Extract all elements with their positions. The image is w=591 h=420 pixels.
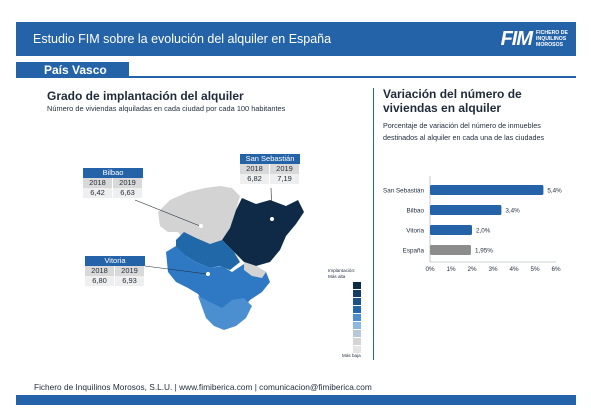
callout-year: 2019 [115,266,145,276]
connector-san-sebastian [270,187,273,219]
logo-line-1: FICHERO DE [536,30,568,36]
map-title: Grado de implantación del alquiler [47,89,244,103]
chart-category-label: Bilbao [406,208,424,215]
map-region-bizkaia-grey [158,186,240,246]
chart-title: Variación del número de viviendas en alq… [383,87,522,115]
chart-x-tick-label: 5% [530,266,540,273]
callout-city-name: Bilbao [83,168,143,178]
connector-bilbao [134,199,201,227]
callout-year: 2019 [270,164,300,174]
map-region-enclave [244,262,266,278]
callout-values: 6,42 6,63 [83,188,143,198]
callout-value: 6,63 [113,188,143,198]
legend-bottom-label: Más baja [342,353,361,358]
chart-subtitle: Porcentaje de variación del número de in… [383,121,545,142]
legend-swatch [353,298,361,305]
legend-swatch [353,330,361,337]
callout-bilbao: Bilbao 2018 2019 6,42 6,63 [83,168,143,198]
panel-divider [373,88,374,360]
chart-bar [430,205,502,215]
chart-value-label: 5,4% [547,188,562,195]
callout-vitoria: Vitoria 2018 2019 6,80 6,93 [85,256,145,286]
callout-year: 2018 [83,178,113,188]
callout-city-name: San Sebastián [240,154,300,164]
chart-value-label: 2,0% [476,228,491,235]
callout-values: 6,80 6,93 [85,276,145,286]
footer-bar [16,395,576,405]
map-region-araba-south [198,296,252,330]
footer-text: Fichero de Inquilinos Morosos, S.L.U. | … [34,382,372,392]
chart-value-label: 1,95% [475,248,493,255]
chart-bar [430,185,544,195]
chart-value-label: 3,4% [505,208,520,215]
callout-value: 6,82 [240,174,270,184]
callout-year: 2019 [113,178,143,188]
chart-x-tick-label: 0% [425,266,435,273]
callout-value: 6,93 [115,276,145,286]
callout-value: 7,19 [270,174,300,184]
header-bar: Estudio FIM sobre la evolución del alqui… [16,22,576,56]
region-bar: País Vasco [16,62,576,78]
callout-value: 6,42 [83,188,113,198]
legend-swatch [353,322,361,329]
logo-text: FICHERO DE INQUILINOS MOROSOS [536,30,568,48]
callout-years: 2018 2019 [85,266,145,276]
marker-san-sebastian [270,217,274,221]
map-subtitle: Número de viviendas alquiladas en cada c… [47,104,286,113]
legend-swatch [353,290,361,297]
bar-chart: San Sebastián 5,4% Bilbao 3,4% Vitoria 2,0% Es… [383,176,562,273]
callout-year: 2018 [240,164,270,174]
logo-mark: FIM [500,27,533,50]
map-region-bilbao-area [176,232,240,270]
chart-bar [430,245,471,255]
chart-category-label: San Sebastián [383,188,424,195]
fim-logo: FIM FICHERO DE INQUILINOS MOROSOS [501,27,568,51]
map-region-gipuzkoa [222,198,304,266]
chart-bar [430,225,472,235]
callout-year: 2018 [85,266,115,276]
chart-category-label: Vitoria [406,228,424,235]
legend-top-label: Más alta [328,274,346,279]
marker-vitoria [206,272,210,276]
legend-title: Implantación: Más alta [328,268,368,280]
chart-x-tick-label: 1% [446,266,456,273]
callout-value: 6,80 [85,276,115,286]
legend-swatch [353,314,361,321]
chart-x-tick-label: 3% [488,266,498,273]
chart-category-label: España [403,248,425,255]
callout-san-sebastian: San Sebastián 2018 2019 6,82 7,19 [240,154,300,184]
logo-line-2: INQUILINOS [536,36,567,42]
callout-values: 6,82 7,19 [240,174,300,184]
legend-swatch [353,338,361,345]
legend-swatch [353,306,361,313]
report-title: Estudio FIM sobre la evolución del alqui… [33,32,332,46]
region-label: País Vasco [16,62,129,78]
connector-vitoria [144,265,208,275]
callout-years: 2018 2019 [83,178,143,188]
logo-line-3: MOROSOS [536,42,564,48]
chart-x-tick-label: 6% [551,266,561,273]
callout-years: 2018 2019 [240,164,300,174]
callout-city-name: Vitoria [85,256,145,266]
legend-heading: Implantación: [328,268,356,273]
chart-x-tick-label: 2% [467,266,477,273]
legend-swatch [353,346,361,353]
legend-swatch [353,282,361,289]
chart-x-tick-label: 4% [509,266,519,273]
legend-scale [353,282,361,353]
marker-bilbao [199,224,203,228]
